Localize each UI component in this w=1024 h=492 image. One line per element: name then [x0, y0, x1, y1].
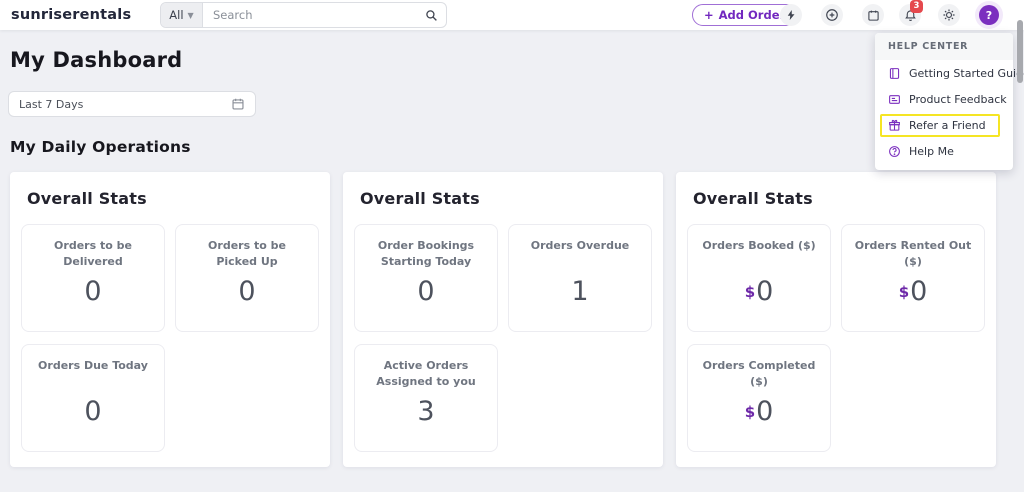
- settings-button[interactable]: [938, 4, 960, 26]
- stat-tile-grid: Orders to be Delivered 0 Orders to be Pi…: [21, 224, 319, 452]
- stat-tile-active-orders-assigned[interactable]: Active Orders Assigned to you 3: [354, 344, 498, 452]
- help-center-menu: HELP CENTER Getting Started Guide Produc…: [875, 33, 1024, 170]
- card-title: Overall Stats: [27, 189, 147, 208]
- lightning-icon: [787, 10, 795, 20]
- stat-label: Order Bookings Starting Today: [377, 239, 475, 268]
- menu-item-getting-started-guide[interactable]: Getting Started Guide: [875, 60, 1024, 86]
- menu-item-product-feedback[interactable]: Product Feedback: [875, 86, 1013, 112]
- quick-actions-button[interactable]: [780, 4, 802, 26]
- stat-label: Orders Rented Out ($): [854, 239, 972, 268]
- help-center-menu-header: HELP CENTER: [875, 33, 1013, 60]
- search-input[interactable]: [203, 3, 416, 27]
- card-title: Overall Stats: [693, 189, 813, 208]
- tutorial-highlight-box: Refer a Friend: [880, 113, 1000, 137]
- create-new-button[interactable]: [821, 4, 843, 26]
- stat-label: Orders to be Delivered: [54, 239, 132, 268]
- add-order-label: Add Order: [718, 8, 786, 22]
- book-icon: [889, 67, 900, 79]
- section-title: My Daily Operations: [10, 138, 191, 156]
- calendar-icon: [232, 98, 244, 110]
- stat-tile-grid: Order Bookings Starting Today 0 Orders O…: [354, 224, 652, 452]
- feedback-icon: [889, 94, 900, 104]
- menu-item-label: Refer a Friend: [909, 118, 986, 132]
- stats-card-revenue: Overall Stats Orders Booked ($) $0 Order…: [676, 172, 996, 467]
- help-button[interactable]: ?: [975, 1, 1003, 29]
- stat-value: $0: [898, 276, 928, 307]
- stat-label: Orders Booked ($): [702, 239, 816, 252]
- stat-tile-orders-booked-dollars[interactable]: Orders Booked ($) $0: [687, 224, 831, 332]
- calendar-button[interactable]: [862, 4, 884, 26]
- stat-value: $0: [744, 276, 774, 307]
- stat-label: Orders Overdue: [530, 239, 630, 252]
- gift-icon: [889, 119, 900, 131]
- stats-card-bookings: Overall Stats Order Bookings Starting To…: [343, 172, 663, 467]
- menu-item-label: Help Me: [909, 144, 954, 158]
- chevron-down-icon: ▼: [187, 10, 194, 20]
- stat-label: Orders Completed ($): [702, 359, 816, 388]
- stat-value: 1: [571, 276, 589, 307]
- stat-tile-orders-to-be-picked-up[interactable]: Orders to be Picked Up 0: [175, 224, 319, 332]
- stat-value: 0: [84, 276, 102, 307]
- stat-value: 0: [417, 276, 435, 307]
- brand-logo[interactable]: sunriserentals: [11, 7, 132, 23]
- menu-item-help-me[interactable]: Help Me: [875, 138, 1013, 164]
- stat-label: Orders Due Today: [38, 359, 148, 372]
- stat-tile-orders-overdue[interactable]: Orders Overdue 1: [508, 224, 652, 332]
- menu-item-refer-a-friend[interactable]: Refer a Friend: [875, 112, 1013, 138]
- plus-circle-icon: [826, 9, 838, 21]
- menu-item-label: Getting Started Guide: [909, 66, 1024, 80]
- search-scope-dropdown[interactable]: All ▼: [161, 3, 203, 27]
- notification-badge: 3: [910, 0, 923, 13]
- global-search: All ▼: [160, 2, 447, 28]
- question-mark-icon: ?: [979, 5, 999, 25]
- stat-tile-orders-to-be-delivered[interactable]: Orders to be Delivered 0: [21, 224, 165, 332]
- stat-value: 3: [417, 396, 435, 427]
- date-range-value: Last 7 Days: [19, 97, 84, 111]
- calendar-icon: [867, 10, 879, 21]
- top-navbar: sunriserentals All ▼ + Add Order: [0, 0, 1024, 30]
- menu-item-label: Product Feedback: [909, 92, 1007, 106]
- stat-label: Orders to be Picked Up: [208, 239, 286, 268]
- search-icon: [425, 9, 437, 21]
- stat-label: Active Orders Assigned to you: [376, 359, 476, 388]
- stat-tile-orders-completed-dollars[interactable]: Orders Completed ($) $0: [687, 344, 831, 452]
- stat-tile-orders-rented-out-dollars[interactable]: Orders Rented Out ($) $0: [841, 224, 985, 332]
- search-scope-label: All: [169, 8, 184, 22]
- stat-value: 0: [238, 276, 256, 307]
- help-circle-icon: [889, 145, 900, 157]
- gear-icon: [943, 9, 955, 21]
- date-range-picker[interactable]: Last 7 Days: [8, 91, 256, 117]
- stats-card-orders: Overall Stats Orders to be Delivered 0 O…: [10, 172, 330, 467]
- add-order-button[interactable]: + Add Order: [692, 4, 798, 26]
- vertical-scrollbar-thumb[interactable]: [1017, 20, 1023, 83]
- plus-icon: +: [704, 8, 714, 22]
- stat-tile-grid: Orders Booked ($) $0 Orders Rented Out (…: [687, 224, 985, 452]
- stat-value: 0: [84, 396, 102, 427]
- stat-tile-order-bookings-starting-today[interactable]: Order Bookings Starting Today 0: [354, 224, 498, 332]
- stat-tile-orders-due-today[interactable]: Orders Due Today 0: [21, 344, 165, 452]
- search-button[interactable]: [416, 3, 446, 27]
- card-title: Overall Stats: [360, 189, 480, 208]
- page-title: My Dashboard: [10, 48, 183, 72]
- stat-value: $0: [744, 396, 774, 427]
